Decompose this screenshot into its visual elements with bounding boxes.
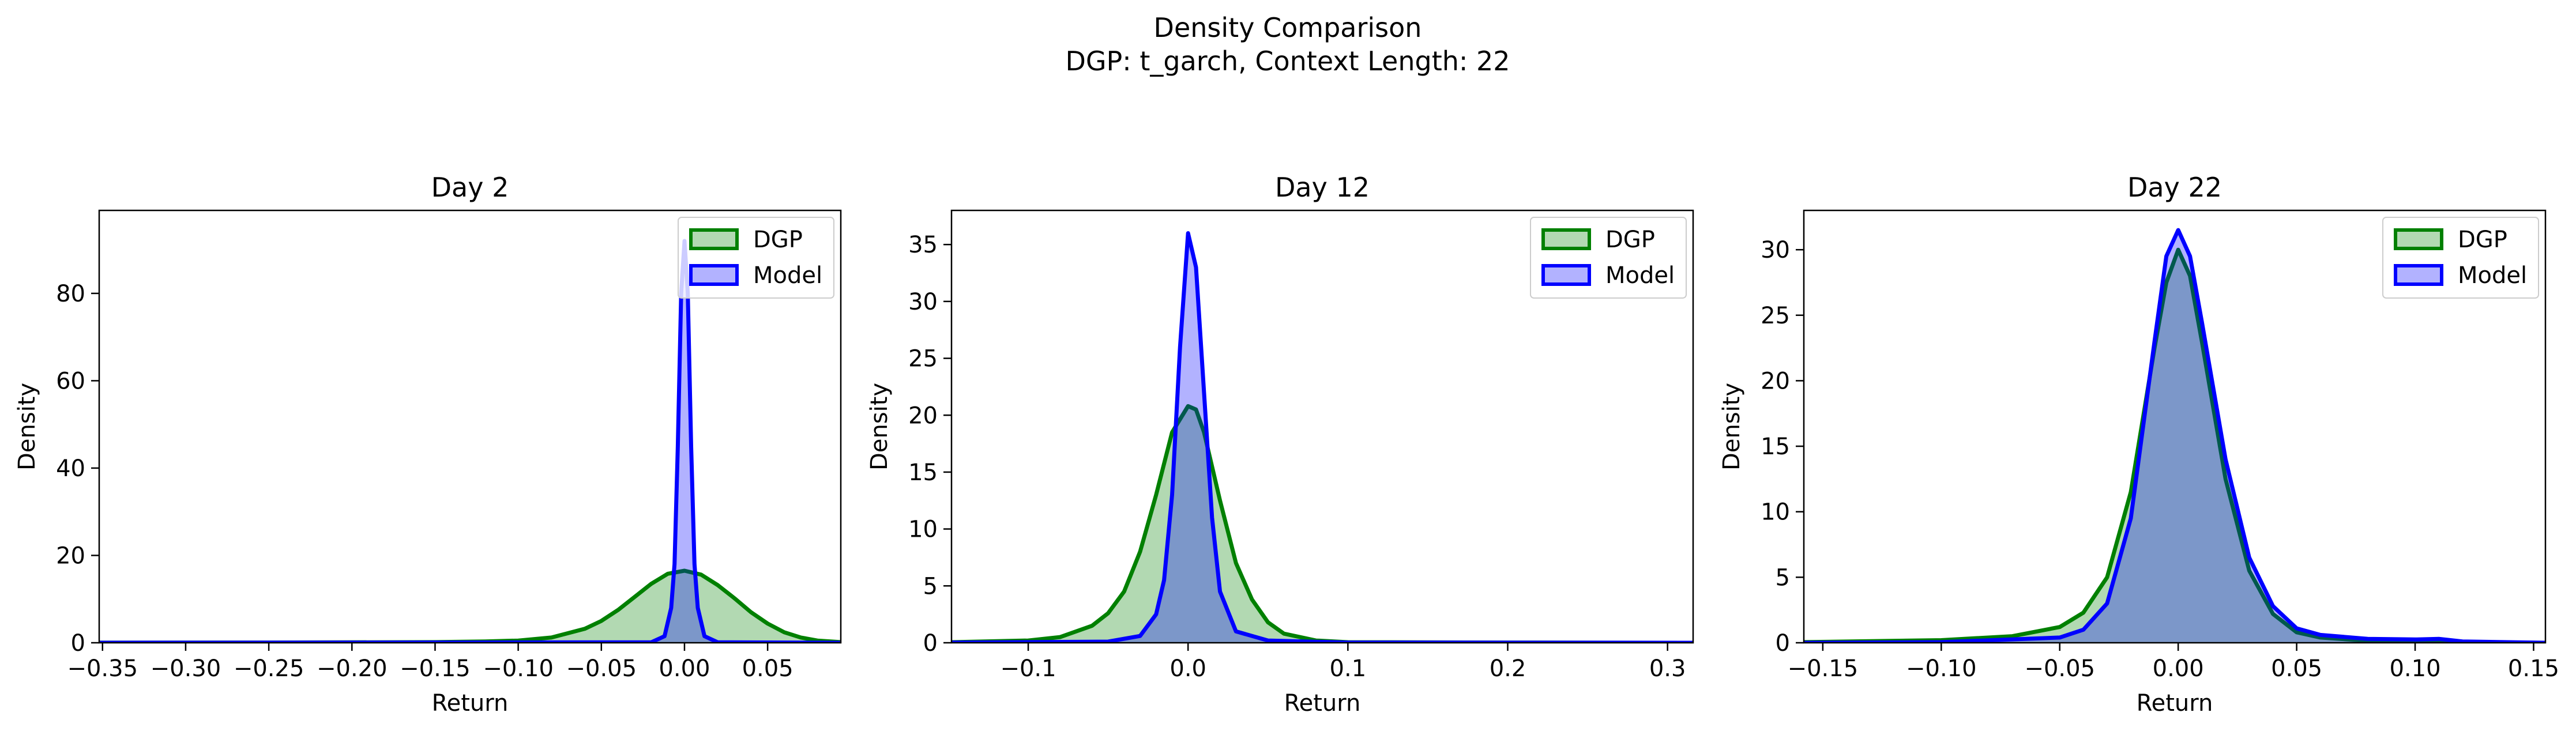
y-tick-label: 5: [1776, 564, 1790, 591]
x-tick-label: −0.15: [1788, 655, 1859, 682]
y-tick-label: 30: [1761, 237, 1790, 263]
x-tick-label: 0.15: [2508, 655, 2559, 682]
series-line-dgp: [952, 404, 1693, 643]
y-axis-label: Density: [1718, 383, 1745, 470]
x-tick-label: −0.05: [2024, 655, 2095, 682]
y-tick-label: 15: [908, 459, 938, 486]
subplot-panels: −0.35 −0.30 −0.25 −0.20 −0.15 −0.10 −0.05 0.00 0…: [14, 172, 2559, 717]
y-tick-label: 60: [56, 368, 85, 394]
legend-swatch-dgp: [2394, 228, 2443, 250]
x-tick-label: 0.05: [2271, 655, 2322, 682]
subplot-day-1: −0.1 0.0 0.1 0.2 0.3 0 5 10 15 20 25 30 35 Day 12 Retu…: [866, 172, 1694, 717]
y-tick-label: 20: [908, 402, 938, 429]
axes-frame: [950, 209, 1694, 644]
legend-swatch-dgp: [1541, 228, 1591, 250]
legend-swatch-model: [689, 264, 739, 286]
x-tick-label: −0.35: [67, 655, 138, 682]
x-tick-label: −0.10: [1906, 655, 1977, 682]
x-tick-label: 0.0: [1169, 655, 1206, 682]
y-tick-label: 0: [1776, 630, 1790, 657]
legend-entry-dgp: DGP: [1605, 227, 1655, 253]
y-tick-label: 25: [908, 346, 938, 372]
legend-swatch-model: [2394, 264, 2443, 286]
legend-entry-model: Model: [753, 262, 822, 289]
y-tick-label: 10: [1761, 499, 1790, 526]
subplot-title: Day 2: [431, 172, 509, 203]
subplot-title: Day 12: [1275, 172, 1370, 203]
legend-entry-dgp: DGP: [753, 227, 803, 253]
y-tick-label: 10: [908, 517, 938, 543]
plot-area: [1804, 228, 2545, 643]
axes-frame: [1803, 209, 2547, 644]
x-tick-label: 0.3: [1649, 655, 1686, 682]
x-axis-label: Return: [1284, 690, 1361, 717]
plot-area: [952, 231, 1693, 643]
y-tick-label: 80: [56, 281, 85, 307]
y-tick-label: 20: [1761, 368, 1790, 394]
legend-entry-dgp: DGP: [2458, 227, 2507, 253]
y-tick-label: 25: [1761, 303, 1790, 329]
y-axis-label: Density: [866, 383, 893, 470]
x-tick-label: 0.05: [742, 655, 794, 682]
y-tick-label: 0: [71, 630, 85, 657]
y-tick-label: 35: [908, 232, 938, 258]
series-line-model: [952, 231, 1693, 643]
x-tick-label: 0.00: [659, 655, 710, 682]
legend: DGP Model: [2382, 217, 2539, 299]
series-line-model: [1804, 228, 2545, 643]
x-tick-label: −0.05: [566, 655, 637, 682]
series-area-model: [1804, 230, 2545, 643]
x-axis-label: Return: [432, 690, 509, 717]
x-tick-label: −0.15: [400, 655, 471, 682]
legend-box: [2382, 217, 2539, 299]
x-axis-label: Return: [2137, 690, 2213, 717]
legend-entry-model: Model: [1605, 262, 1675, 289]
legend: DGP Model: [1530, 217, 1687, 299]
subplot-title: Day 22: [2127, 172, 2222, 203]
series-area-dgp: [99, 571, 841, 643]
figure-title-line1: Density Comparison: [1154, 12, 1422, 43]
x-tick-label: 0.2: [1490, 655, 1526, 682]
subplot-day-0: −0.35 −0.30 −0.25 −0.20 −0.15 −0.10 −0.05 0.00 0…: [14, 172, 842, 717]
figure-title-line2: DGP: t_garch, Context Length: 22: [1065, 46, 1510, 77]
legend-entry-model: Model: [2458, 262, 2527, 289]
x-tick-label: 0.10: [2389, 655, 2440, 682]
y-tick-label: 20: [56, 542, 85, 569]
y-tick-label: 5: [923, 573, 938, 600]
x-tick-label: −0.20: [317, 655, 388, 682]
x-tick-label: −0.30: [151, 655, 221, 682]
x-tick-label: 0.00: [2153, 655, 2204, 682]
legend-box: [1530, 217, 1687, 299]
legend-swatch-model: [1541, 264, 1591, 286]
y-tick-label: 40: [56, 455, 85, 482]
x-tick-label: −0.1: [1000, 655, 1056, 682]
x-tick-label: −0.10: [483, 655, 554, 682]
legend: DGP Model: [678, 217, 834, 299]
subplot-day-2: −0.15 −0.10 −0.05 0.00 0.05 0.10 0.15 0 5 10 15 20 2…: [1718, 172, 2559, 717]
x-tick-label: 0.1: [1330, 655, 1367, 682]
axes-frame: [98, 209, 842, 644]
x-tick-label: −0.25: [234, 655, 304, 682]
legend-box: [678, 217, 834, 299]
y-tick-label: 0: [923, 630, 938, 657]
y-tick-label: 15: [1761, 434, 1790, 460]
series-area-dgp: [952, 406, 1693, 643]
legend-swatch-dgp: [689, 228, 739, 250]
series-area-dgp: [1804, 250, 2545, 643]
series-line-dgp: [1804, 247, 2545, 643]
y-tick-label: 30: [908, 289, 938, 315]
y-axis-label: Density: [14, 383, 40, 470]
